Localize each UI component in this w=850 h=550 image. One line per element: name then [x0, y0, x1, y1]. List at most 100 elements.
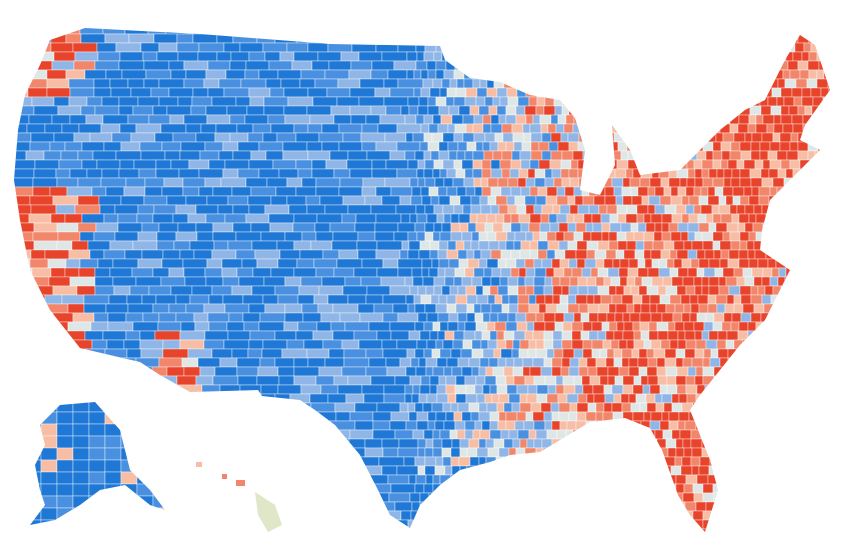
county [750, 150, 761, 161]
county [51, 366, 78, 377]
county [789, 69, 801, 80]
county [33, 240, 58, 251]
county [828, 510, 830, 521]
county [623, 456, 636, 467]
county [657, 159, 670, 170]
county [808, 69, 818, 80]
county [416, 339, 428, 350]
county [540, 366, 553, 377]
county [475, 375, 486, 386]
county [525, 474, 534, 485]
county [674, 321, 685, 332]
county [697, 294, 709, 305]
county [675, 348, 686, 359]
county [528, 96, 538, 107]
county [269, 87, 285, 98]
county [775, 213, 787, 224]
county [570, 87, 582, 98]
county [698, 42, 711, 53]
county [651, 78, 663, 89]
county [826, 159, 830, 170]
county [735, 501, 746, 512]
county [56, 483, 74, 497]
county [492, 366, 505, 377]
county [301, 474, 321, 485]
county [614, 168, 627, 179]
county [195, 132, 216, 143]
county [733, 303, 744, 314]
county [571, 267, 583, 278]
county [525, 411, 534, 422]
county [667, 447, 677, 458]
county [663, 123, 674, 134]
county [633, 231, 645, 242]
county [14, 492, 31, 503]
county [263, 276, 286, 287]
county [754, 33, 763, 44]
county [140, 150, 166, 161]
county [390, 411, 410, 422]
county [572, 123, 582, 134]
county [597, 483, 608, 494]
county [360, 276, 382, 287]
county [817, 420, 829, 431]
county [435, 69, 445, 80]
county [317, 519, 342, 530]
county [763, 375, 775, 386]
county [715, 528, 727, 532]
county [141, 249, 164, 260]
county [665, 474, 677, 485]
county [486, 78, 495, 89]
county [589, 510, 601, 521]
county [196, 483, 215, 494]
county [426, 339, 437, 350]
county [322, 249, 340, 260]
county [713, 114, 723, 125]
county [696, 267, 705, 278]
county [523, 465, 533, 476]
county [334, 33, 361, 44]
county [73, 60, 96, 71]
county [576, 411, 587, 422]
county [788, 339, 797, 350]
county [759, 150, 769, 161]
county [543, 285, 554, 296]
county [497, 312, 509, 323]
county [665, 510, 674, 521]
county [657, 285, 667, 296]
county [120, 435, 138, 449]
county [206, 195, 229, 206]
county [137, 204, 155, 215]
county [450, 402, 459, 413]
county [622, 375, 635, 386]
county [40, 402, 58, 413]
county [616, 159, 629, 170]
county [358, 96, 385, 107]
county [599, 28, 609, 35]
county [561, 150, 574, 161]
county [722, 267, 735, 278]
county [727, 159, 738, 170]
county [619, 447, 629, 458]
county [523, 132, 532, 143]
county [327, 393, 347, 404]
county [492, 150, 503, 161]
county [567, 222, 577, 233]
county [606, 51, 619, 62]
county [426, 393, 438, 404]
county [829, 438, 830, 449]
county [466, 141, 477, 152]
county [448, 312, 459, 323]
county [226, 393, 248, 404]
county [593, 294, 602, 305]
county [583, 114, 593, 125]
county [535, 348, 548, 359]
county [697, 28, 709, 35]
county [104, 495, 122, 509]
county [788, 510, 801, 521]
county [683, 447, 693, 458]
county [535, 195, 547, 206]
county [551, 411, 560, 422]
county [78, 123, 102, 134]
county [601, 501, 613, 512]
